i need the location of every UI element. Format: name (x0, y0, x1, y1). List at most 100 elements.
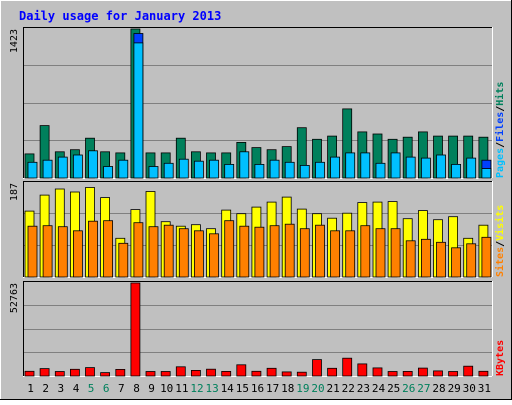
x-tick-label-day-28: 28 (432, 382, 445, 395)
bar-sites-day-28 (436, 241, 446, 278)
x-tick-label-day-10: 10 (160, 382, 173, 395)
bar-pages-day-22 (345, 152, 356, 179)
bar-kbytes-day-30 (463, 365, 474, 377)
legend-entry: Visits (494, 205, 506, 241)
bar-sites-day-14 (224, 220, 235, 278)
x-tick-label-day-14: 14 (221, 382, 235, 395)
x-tick-label-day-3: 3 (57, 382, 64, 395)
bar-sites-day-31 (481, 236, 492, 278)
bar-pages-day-29 (451, 163, 462, 179)
bar-sites-day-26 (405, 240, 416, 278)
bar-kbytes-day-3 (54, 371, 65, 377)
bar-sites-day-13 (209, 233, 219, 278)
x-tick-label-day-21: 21 (326, 382, 339, 395)
bar-kbytes-day-29 (448, 371, 459, 377)
x-tick-label-day-30: 30 (463, 382, 476, 395)
bar-pages-day-15 (239, 151, 250, 179)
bar-kbytes-day-14 (221, 370, 232, 377)
bar-kbytes-day-27 (417, 367, 428, 377)
bar-sites-day-7 (118, 242, 129, 278)
bar-sites-day-6 (103, 220, 113, 278)
panel-visits: 187 Sites/Visits (9, 181, 506, 278)
bar-kbytes-day-18 (281, 371, 292, 377)
bar-sites-day-21 (330, 230, 341, 278)
bar-kbytes-day-24 (372, 367, 383, 377)
bar-sites-day-12 (193, 230, 204, 278)
legend-entry: Pages (495, 148, 506, 178)
bar-sites-day-18 (284, 223, 295, 278)
x-axis-labels: 1 2 3 4 5 6 7 8 9 10 11 12 13 14 15 16 17 18 19 20 21 22 23 24 2… (27, 382, 491, 395)
bar-sites-day-3 (57, 226, 68, 278)
bar-kbytes-day-8 (130, 282, 141, 377)
x-tick-label-day-27: 27 (417, 382, 430, 395)
x-tick-label-day-24: 24 (372, 382, 386, 395)
y-max-label: 52763 (9, 283, 20, 313)
x-tick-label-day-6: 6 (103, 382, 110, 395)
bar-kbytes-day-20 (312, 359, 322, 377)
legend-entry: / (495, 106, 506, 112)
bar-kbytes-day-1 (24, 370, 35, 377)
bar-kbytes-day-6 (100, 372, 110, 377)
bar-pages-day-1 (27, 161, 38, 179)
bar-kbytes-day-11 (175, 366, 186, 377)
x-tick-label-day-17: 17 (266, 382, 279, 395)
bar-kbytes-day-15 (236, 364, 247, 377)
x-tick-label-day-1: 1 (27, 382, 34, 395)
bar-pages-day-5 (88, 150, 98, 179)
x-tick-label-day-19: 19 (296, 382, 309, 395)
bar-sites-day-29 (451, 247, 462, 278)
bar-kbytes-day-16 (251, 370, 262, 377)
x-tick-label-day-29: 29 (448, 382, 461, 395)
bar-sites-day-1 (27, 225, 38, 278)
bar-pages-day-7 (118, 159, 129, 179)
x-tick-label-day-31: 31 (478, 382, 491, 395)
bar-sites-day-11 (178, 228, 189, 278)
bar-kbytes-day-19 (296, 371, 307, 377)
bar-kbytes-day-22 (342, 357, 353, 377)
bar-sites-day-10 (163, 224, 174, 278)
x-tick-label-day-12: 12 (190, 382, 203, 395)
bar-pages-day-21 (330, 156, 341, 179)
bar-pages-day-4 (73, 154, 83, 179)
bar-kbytes-day-10 (160, 371, 171, 377)
bar-pages-day-9 (148, 166, 159, 179)
bar-sites-day-9 (148, 226, 159, 278)
bar-kbytes-day-25 (387, 371, 398, 377)
legend-entry: Sites (494, 247, 506, 277)
bar-kbytes-day-28 (433, 370, 443, 377)
bar-sites-day-8 (133, 222, 144, 278)
bar-sites-day-20 (315, 224, 325, 278)
bar-pages-day-24 (375, 162, 386, 179)
bar-pages-day-27 (420, 157, 431, 179)
bar-sites-day-2 (42, 225, 53, 278)
bar-sites-day-22 (345, 230, 356, 278)
x-tick-label-day-22: 22 (342, 382, 355, 395)
x-tick-label-day-5: 5 (88, 382, 95, 395)
bar-sites-day-30 (466, 243, 477, 278)
bar-pages-day-3 (57, 156, 68, 179)
legend-entry: Hits (494, 82, 506, 106)
x-tick-label-day-2: 2 (42, 382, 49, 395)
x-tick-label-day-18: 18 (281, 382, 294, 395)
chart-title: Daily usage for January 2013 (19, 9, 221, 23)
bar-sites-day-25 (390, 228, 401, 278)
bar-sites-day-27 (420, 238, 431, 278)
bar-kbytes-day-12 (190, 369, 201, 377)
bar-sites-day-16 (254, 226, 265, 278)
x-tick-label-day-25: 25 (387, 382, 400, 395)
bar-kbytes-day-2 (39, 368, 50, 377)
y-max-label: 187 (9, 183, 20, 201)
bar-pages-day-14 (224, 163, 235, 179)
legend-entry: / (495, 142, 506, 148)
bar-pages-day-11 (178, 158, 189, 179)
x-tick-label-day-16: 16 (251, 382, 264, 395)
legend-entry: KBytes (495, 340, 506, 376)
bar-kbytes-day-13 (206, 368, 216, 377)
bar-pages-day-16 (254, 163, 265, 179)
x-tick-label-day-11: 11 (175, 382, 188, 395)
bar-pages-day-2 (42, 159, 53, 179)
bar-pages-day-30 (466, 157, 477, 179)
bar-pages-day-18 (284, 161, 295, 179)
